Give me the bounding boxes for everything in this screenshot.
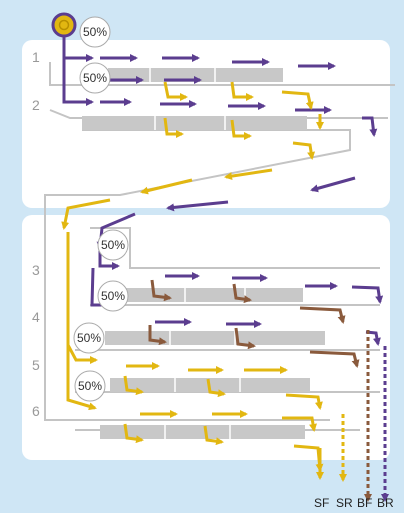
bubble-2: 50% [79, 62, 111, 94]
svg-text:50%: 50% [83, 71, 107, 85]
bubble-5: 50% [73, 322, 105, 354]
conveyor-dividers [149, 68, 246, 439]
svg-text:50%: 50% [78, 379, 102, 393]
output-label-sr: SR [336, 496, 353, 510]
svg-text:50%: 50% [83, 25, 107, 39]
svg-text:50%: 50% [101, 238, 125, 252]
brown-flows [148, 279, 372, 502]
svg-text:50%: 50% [77, 331, 101, 345]
svg-text:50%: 50% [101, 289, 125, 303]
row-label-6: 6 [32, 403, 40, 419]
purple-flows [62, 36, 389, 502]
row-label-2: 2 [32, 97, 40, 113]
row-label-4: 4 [32, 309, 40, 325]
bubble-4: 50% [97, 280, 129, 312]
output-label-br: BR [377, 496, 394, 510]
row-label-3: 3 [32, 262, 40, 278]
output-label-sf: SF [314, 496, 329, 510]
bubble-3: 50% [97, 229, 129, 261]
row-label-1: 1 [32, 49, 40, 65]
bubble-1: 50% [79, 16, 111, 48]
output-label-bf: BF [357, 496, 372, 510]
split-bubbles: 50% 50% 50% 50% 50% 50% [73, 16, 129, 402]
yellow-flows [61, 81, 347, 482]
row-label-5: 5 [32, 357, 40, 373]
bubble-6: 50% [74, 370, 106, 402]
